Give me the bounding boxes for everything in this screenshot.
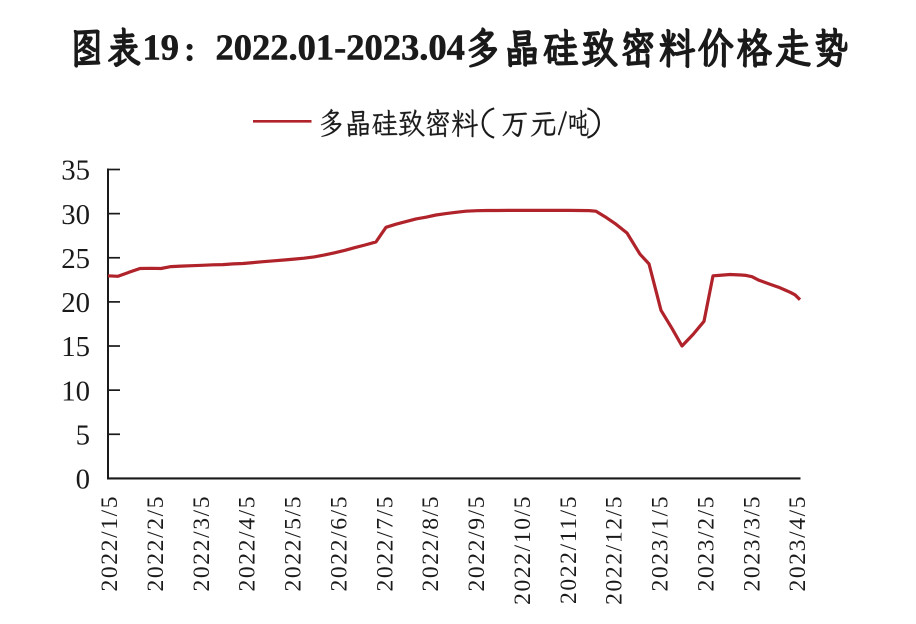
svg-text:2022/2/5: 2022/2/5 bbox=[143, 495, 169, 592]
svg-text:2022/3/5: 2022/3/5 bbox=[189, 495, 215, 592]
svg-text:2023/2/5: 2023/2/5 bbox=[693, 495, 719, 592]
svg-text:2022/8/5: 2022/8/5 bbox=[418, 495, 444, 592]
svg-text:2023/3/5: 2023/3/5 bbox=[739, 495, 765, 592]
svg-text:2023/4/5: 2023/4/5 bbox=[785, 495, 811, 592]
svg-text:35: 35 bbox=[61, 155, 90, 187]
svg-text:2022/1/5: 2022/1/5 bbox=[97, 495, 123, 592]
svg-text:5: 5 bbox=[76, 420, 90, 452]
svg-text:2022/5/5: 2022/5/5 bbox=[281, 495, 307, 592]
svg-text:10: 10 bbox=[61, 375, 90, 407]
svg-text:2022/10/5: 2022/10/5 bbox=[510, 495, 536, 605]
svg-text:2022/7/5: 2022/7/5 bbox=[372, 495, 398, 592]
svg-text:2022/12/5: 2022/12/5 bbox=[602, 495, 628, 605]
svg-text:2023/1/5: 2023/1/5 bbox=[648, 495, 674, 592]
svg-text:0: 0 bbox=[76, 464, 90, 496]
svg-text:2022/9/5: 2022/9/5 bbox=[464, 495, 490, 592]
svg-text:2022/11/5: 2022/11/5 bbox=[556, 495, 582, 604]
svg-text:2022/4/5: 2022/4/5 bbox=[235, 495, 261, 592]
svg-text:30: 30 bbox=[61, 199, 90, 231]
svg-text:20: 20 bbox=[61, 287, 90, 319]
svg-text:25: 25 bbox=[61, 243, 90, 275]
svg-text:15: 15 bbox=[61, 331, 90, 363]
svg-text:2022/6/5: 2022/6/5 bbox=[326, 495, 352, 592]
